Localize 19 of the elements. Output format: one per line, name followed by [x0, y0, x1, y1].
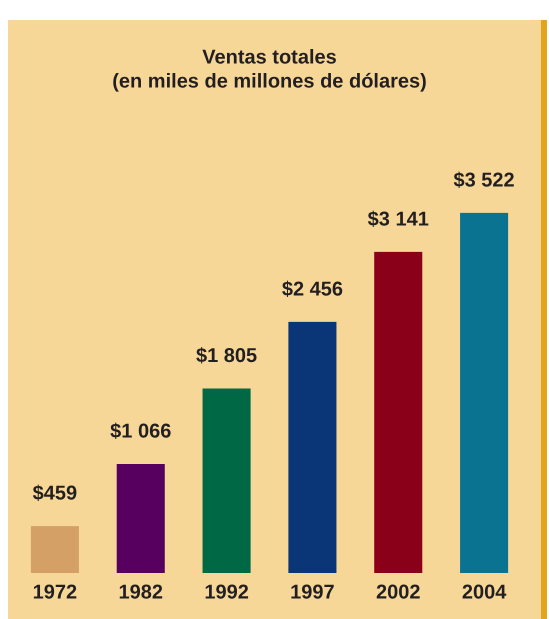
- bar: [374, 252, 422, 573]
- data-label: $3 141: [368, 208, 429, 230]
- data-label: $1 066: [110, 420, 172, 443]
- data-label: $3 522: [453, 169, 515, 192]
- bar: [288, 322, 336, 573]
- x-tick-label: 1997: [290, 582, 335, 604]
- x-tick-label: 1972: [32, 582, 78, 604]
- x-tick-label: 1992: [204, 582, 249, 604]
- x-tick-label: 2002: [376, 582, 420, 604]
- x-tick-label: 1982: [118, 582, 163, 604]
- bar: [30, 526, 79, 573]
- data-label: $2 456: [282, 278, 344, 300]
- data-label: $1 805: [196, 344, 258, 367]
- data-label: $459: [32, 482, 78, 505]
- x-tick-label: 2004: [462, 582, 508, 604]
- bar: [202, 388, 251, 573]
- bar: [116, 464, 165, 573]
- bar: [460, 212, 508, 573]
- chart-title: Ventas totales (en miles de millones de dólares): [112, 46, 427, 93]
